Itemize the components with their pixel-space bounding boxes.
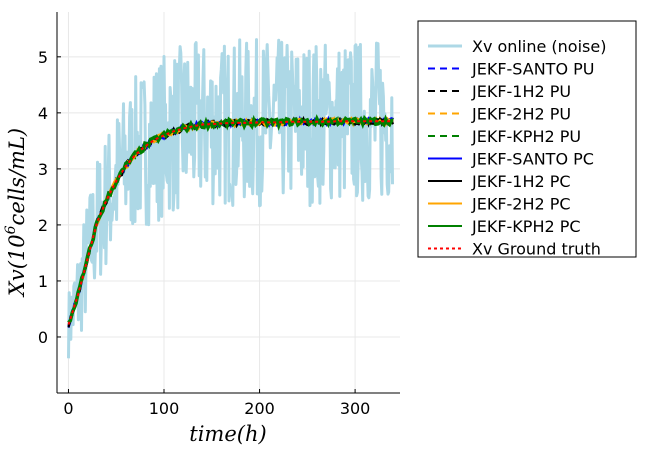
ground-truth-series <box>67 120 394 325</box>
noise-series <box>67 38 394 359</box>
noise-line <box>67 38 394 359</box>
legend-label: JEKF-2H2 PC <box>471 195 571 214</box>
x-tick-label: 0 <box>63 399 73 418</box>
tick-labels: 0 100 200 300 0 1 2 3 4 5 <box>38 48 371 418</box>
legend-label: Xv online (noise) <box>472 37 606 56</box>
axes <box>56 12 400 394</box>
x-axis-title: time(h) <box>189 422 266 446</box>
legend-label: JEKF-1H2 PC <box>471 172 571 191</box>
legend: Xv online (noise) JEKF-SANTO PU JEKF-1H2 P… <box>417 20 637 259</box>
y-tick-label: 1 <box>38 272 48 291</box>
legend-label: JEKF-1H2 PU <box>471 82 571 101</box>
legend-box <box>417 20 637 258</box>
legend-label: JEKF-2H2 PU <box>471 105 571 124</box>
legend-label: JEKF-SANTO PC <box>471 150 594 169</box>
ground-truth-line <box>67 120 394 325</box>
y-tick-label: 2 <box>38 216 48 235</box>
x-tick-label: 200 <box>244 399 275 418</box>
y-tick-label: 5 <box>38 48 48 67</box>
y-tick-label: 0 <box>38 328 48 347</box>
x-tick-label: 300 <box>340 399 371 418</box>
legend-label: JEKF-KPH2 PC <box>471 217 581 236</box>
legend-label: JEKF-KPH2 PU <box>471 127 581 146</box>
y-axis-title: Xv(106cells/mL) <box>3 128 29 298</box>
legend-label: Xv Ground truth <box>472 240 601 259</box>
legend-label: JEKF-SANTO PU <box>471 60 594 79</box>
y-tick-label: 4 <box>38 104 48 123</box>
y-tick-label: 3 <box>38 160 48 179</box>
x-tick-label: 100 <box>149 399 180 418</box>
